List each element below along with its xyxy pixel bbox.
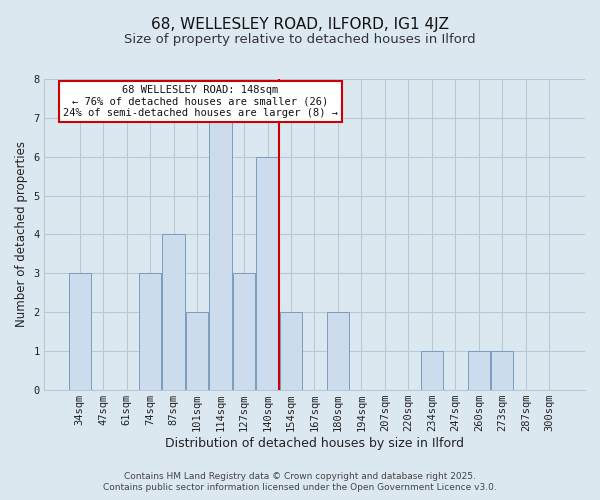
Text: Contains HM Land Registry data © Crown copyright and database right 2025.: Contains HM Land Registry data © Crown c…	[124, 472, 476, 481]
Text: Contains public sector information licensed under the Open Government Licence v3: Contains public sector information licen…	[103, 484, 497, 492]
X-axis label: Distribution of detached houses by size in Ilford: Distribution of detached houses by size …	[165, 437, 464, 450]
Bar	[68, 273, 91, 390]
Y-axis label: Number of detached properties: Number of detached properties	[15, 142, 28, 328]
Bar	[467, 351, 490, 390]
Bar	[233, 273, 255, 390]
Bar	[256, 156, 278, 390]
Text: 68, WELLESLEY ROAD, ILFORD, IG1 4JZ: 68, WELLESLEY ROAD, ILFORD, IG1 4JZ	[151, 18, 449, 32]
Bar	[280, 312, 302, 390]
Bar	[327, 312, 349, 390]
Bar	[491, 351, 514, 390]
Text: 68 WELLESLEY ROAD: 148sqm
← 76% of detached houses are smaller (26)
24% of semi-: 68 WELLESLEY ROAD: 148sqm ← 76% of detac…	[63, 85, 338, 118]
Bar	[139, 273, 161, 390]
Bar	[421, 351, 443, 390]
Bar	[186, 312, 208, 390]
Bar	[163, 234, 185, 390]
Bar	[209, 118, 232, 390]
Text: Size of property relative to detached houses in Ilford: Size of property relative to detached ho…	[124, 32, 476, 46]
